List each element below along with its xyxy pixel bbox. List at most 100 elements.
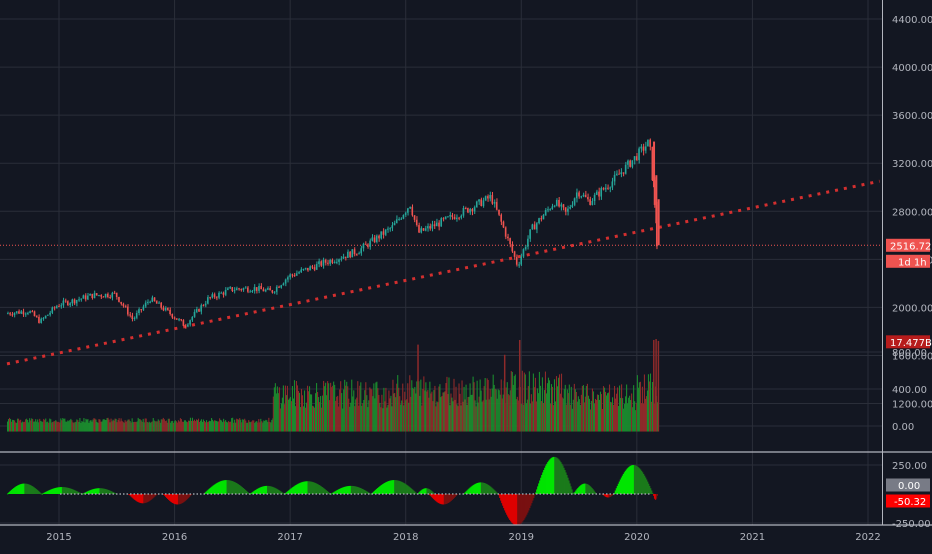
volume-bar-151 xyxy=(158,420,160,432)
volume-bar-108 xyxy=(115,418,117,432)
oscillator-pane[interactable] xyxy=(6,456,659,526)
candle-body-207 xyxy=(467,208,469,213)
volume-bar-201 xyxy=(208,420,211,432)
volume-bar-129 xyxy=(136,421,138,432)
osc-bar-377 xyxy=(416,493,418,495)
osc-bar-311 xyxy=(349,485,352,494)
osc-bar-326 xyxy=(364,490,367,494)
candle-body-170 xyxy=(384,229,387,235)
volume-bar-498 xyxy=(506,382,508,432)
candle-body-259 xyxy=(582,194,585,197)
volume-bar-457 xyxy=(465,384,467,432)
osc-bar-563 xyxy=(609,494,611,497)
volume-bar-610 xyxy=(618,405,620,432)
volume-bar-272 xyxy=(279,408,281,432)
price-pane[interactable] xyxy=(0,138,882,366)
volume-bar-604 xyxy=(611,397,614,432)
volume-bar-437 xyxy=(445,383,447,432)
osc-bar-176 xyxy=(213,484,215,494)
osc-bar-142 xyxy=(167,494,170,500)
volume-bar-207 xyxy=(215,420,217,432)
volume-bar-128 xyxy=(135,421,137,432)
volume-bar-122 xyxy=(129,421,131,432)
osc-bar-156 xyxy=(181,494,184,503)
volume-bar-44 xyxy=(51,422,53,432)
osc-bar-487 xyxy=(527,494,529,513)
volume-bar-216 xyxy=(224,421,226,432)
volume-bar-205 xyxy=(213,421,215,432)
volume-bar-235 xyxy=(243,419,245,432)
osc-bar-278 xyxy=(316,483,318,494)
volume-bar-503 xyxy=(510,371,512,432)
volume-bar-3 xyxy=(10,419,12,432)
candle-body-163 xyxy=(369,240,371,247)
osc-bar-483 xyxy=(523,494,525,520)
candle-body-196 xyxy=(442,218,445,220)
candle-body-155 xyxy=(351,249,354,258)
volume-bar-231 xyxy=(239,418,241,432)
volume-bar-40 xyxy=(47,421,49,432)
candle-body-105 xyxy=(240,289,242,291)
volume-bar-47 xyxy=(54,421,56,432)
candle-body-67 xyxy=(155,301,158,304)
time-axis[interactable]: 2015 2016 2017 2018 2019 2020 2021 2022 xyxy=(46,532,880,543)
osc-bar-235 xyxy=(273,487,275,494)
osc-bar-262 xyxy=(300,482,302,494)
osc-bar-336 xyxy=(375,489,377,494)
volume-bar-156 xyxy=(163,419,165,432)
candle-body-252 xyxy=(567,208,569,212)
volume-bar-403 xyxy=(411,380,413,432)
pane-separators[interactable] xyxy=(0,0,932,526)
osc-bar-372 xyxy=(411,488,413,494)
osc-bar-59 xyxy=(66,487,69,494)
osc-bar-20 xyxy=(27,484,29,494)
osc-bar-189 xyxy=(226,480,228,494)
candle-body-140 xyxy=(318,261,320,265)
osc-bar-369 xyxy=(408,486,410,494)
osc-bar-405 xyxy=(438,494,441,504)
volume-bar-289 xyxy=(296,385,299,432)
volume-bar-189 xyxy=(196,420,199,432)
volume-bar-149 xyxy=(156,421,158,432)
volume-bar-242 xyxy=(250,422,252,432)
volume-bar-352 xyxy=(360,382,362,432)
osc-bar-549 xyxy=(589,485,591,494)
osc-bar-565 xyxy=(611,494,613,496)
osc-bar-545 xyxy=(585,483,587,494)
volume-bar-210 xyxy=(218,421,220,432)
volume-bar-59 xyxy=(66,421,68,432)
osc-bar-241 xyxy=(279,490,281,494)
osc-bar-263 xyxy=(301,482,303,494)
osc-bar-489 xyxy=(529,494,531,509)
osc-bar-361 xyxy=(400,481,402,494)
osc-bar-352 xyxy=(391,480,393,494)
volume-bar-287 xyxy=(294,406,297,432)
osc-bar-391 xyxy=(430,490,432,494)
volume-bar-388 xyxy=(396,383,398,432)
candle-body-238 xyxy=(535,223,538,230)
volume-pane[interactable] xyxy=(6,339,660,432)
volume-bar-116 xyxy=(123,422,125,432)
osc-bar-175 xyxy=(212,485,214,494)
osc-bar-456 xyxy=(496,492,498,494)
volume-bar-319 xyxy=(327,381,329,432)
osc-bar-134 xyxy=(154,494,156,497)
osc-bar-74 xyxy=(82,493,84,495)
volume-bar-462 xyxy=(470,394,472,432)
candle-body-187 xyxy=(422,228,425,231)
candle-body-126 xyxy=(287,277,289,280)
osc-bar-455 xyxy=(495,491,497,494)
volume-bar-639 xyxy=(646,390,649,432)
candle-body-234 xyxy=(527,238,529,247)
osc-bar-187 xyxy=(224,480,226,494)
osc-bar-398 xyxy=(431,494,434,498)
volume-bar-98 xyxy=(105,420,107,432)
candle-body-173 xyxy=(391,225,394,229)
osc-bar-29 xyxy=(36,489,38,494)
volume-bar-514 xyxy=(521,370,523,432)
volume-bar-203 xyxy=(211,418,213,432)
osc-bar-437 xyxy=(476,483,479,494)
volume-bar-414 xyxy=(422,388,424,432)
